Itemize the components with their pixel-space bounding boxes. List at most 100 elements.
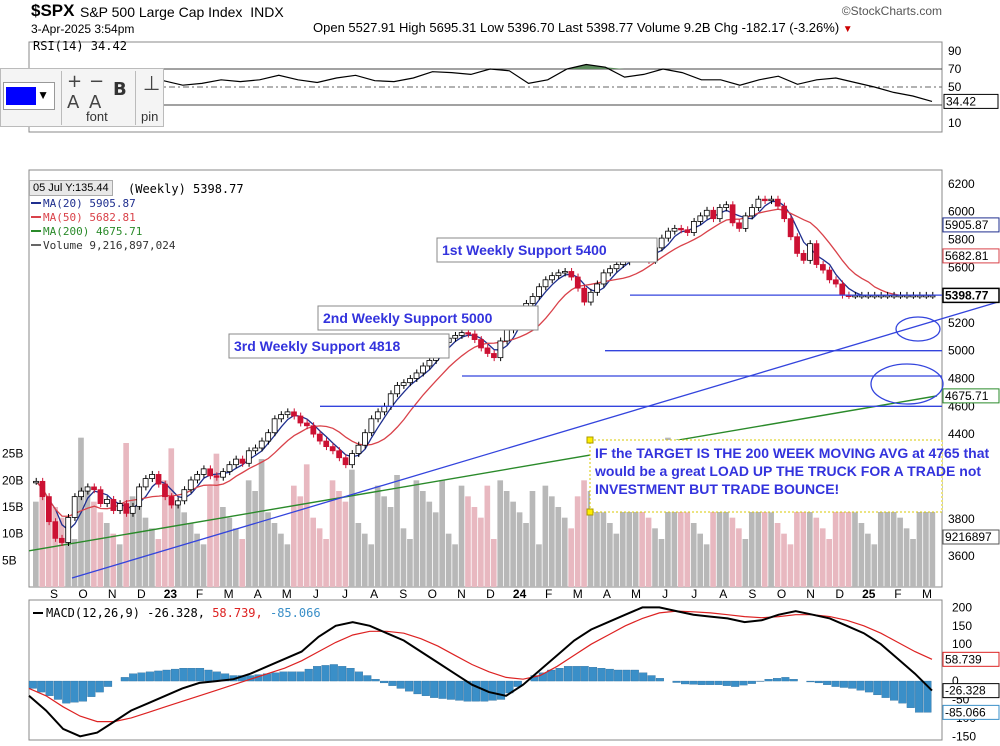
- x-axis-label: A: [254, 587, 262, 601]
- volume-bar: [387, 507, 394, 587]
- macd-histogram-bar: [288, 671, 297, 682]
- macd-histogram-bar: [438, 680, 447, 699]
- toolbar-divider: [61, 71, 62, 125]
- x-axis-label: J: [691, 587, 697, 601]
- price-candle: [749, 207, 755, 217]
- volume-bar: [897, 517, 903, 587]
- volume-bar: [452, 544, 458, 587]
- macd-histogram-bar: [380, 680, 389, 684]
- volume-bar: [794, 485, 800, 587]
- down-triangle-icon: ▼: [842, 24, 853, 35]
- x-axis-label: N: [108, 587, 117, 601]
- volume-bar: [497, 480, 504, 587]
- price-value-label: 4675.71: [945, 389, 989, 403]
- price-candle: [65, 517, 72, 543]
- volume-bar: [71, 539, 78, 587]
- volume-bar: [658, 539, 665, 587]
- macd-histogram-bar: [296, 671, 305, 682]
- macd-value-label: 58.739: [945, 652, 982, 666]
- x-axis-label: A: [603, 587, 611, 601]
- price-candle: [58, 537, 65, 543]
- x-axis-label: S: [748, 587, 756, 601]
- macd-histogram-bar: [873, 680, 882, 696]
- volume-bar: [774, 523, 781, 587]
- rsi-tick-label: 70: [948, 62, 962, 76]
- price-candle: [497, 340, 504, 359]
- x-axis-label: F: [196, 587, 203, 601]
- price-candle: [736, 222, 742, 229]
- volume-bar: [684, 512, 691, 587]
- macd-histogram-bar: [212, 671, 221, 682]
- macd-histogram-bar: [555, 668, 564, 682]
- x-axis-label: O: [78, 587, 87, 601]
- macd-histogram-bar: [538, 672, 547, 682]
- price-candle: [574, 276, 581, 289]
- macd-histogram-bar: [329, 664, 338, 682]
- price-candle: [381, 405, 388, 413]
- macd-histogram-bar: [179, 668, 188, 682]
- macd-title-part: -85.066: [270, 606, 321, 620]
- macd-value-label: -26.328: [945, 684, 986, 698]
- macd-histogram-bar: [371, 679, 380, 682]
- price-candle: [839, 283, 846, 296]
- price-candle: [226, 464, 233, 473]
- price-candle: [691, 221, 697, 233]
- font-decrease-icon[interactable]: − A: [89, 71, 105, 113]
- support-annotation: 1st Weekly Support 5400: [442, 242, 607, 258]
- volume-bar: [336, 491, 342, 587]
- volume-bar: [929, 501, 936, 587]
- macd-value-box: [942, 651, 1000, 667]
- price-candle: [613, 264, 620, 270]
- price-tick-label: 5800: [948, 233, 975, 247]
- price-candle: [452, 335, 459, 339]
- font-label: font: [86, 109, 108, 124]
- price-candle: [529, 296, 536, 304]
- color-picker[interactable]: ▼: [3, 82, 55, 110]
- x-axis-label: 24: [513, 587, 527, 601]
- price-candle: [316, 433, 323, 442]
- volume-bar: [432, 512, 439, 587]
- price-candle: [207, 468, 213, 477]
- volume-bar: [284, 544, 291, 587]
- price-candle: [562, 271, 568, 274]
- macd-histogram-bar: [497, 680, 506, 700]
- volume-bar: [162, 480, 168, 587]
- price-tick-label: 3800: [948, 512, 975, 526]
- price-candle: [484, 347, 491, 354]
- volume-bar: [729, 517, 736, 587]
- datetime-label: 3-Apr-2025 3:54pm: [31, 22, 135, 36]
- bold-icon[interactable]: B: [113, 79, 127, 100]
- rsi-line: [28, 63, 933, 102]
- price-candle: [123, 503, 130, 514]
- volume-bar: [516, 512, 523, 587]
- support-annotation: 3rd Weekly Support 4818: [234, 338, 400, 354]
- x-axis-label: O: [777, 587, 786, 601]
- volume-bar: [755, 448, 762, 587]
- macd-histogram-bar: [354, 671, 363, 682]
- price-title: (Weekly) 5398.77: [128, 182, 244, 196]
- volume-bar: [426, 501, 433, 587]
- price-candle: [581, 287, 588, 303]
- price-tick-label: 5600: [948, 260, 975, 274]
- x-axis-label: M: [922, 587, 932, 601]
- volume-bar: [316, 528, 323, 587]
- volume-bar: [445, 533, 452, 587]
- volume-bar: [232, 528, 239, 587]
- target-annotation: IF the TARGET IS THE 200 WEEK MOVING AVG…: [595, 445, 989, 461]
- macd-title-part: MACD(12,26,9): [46, 606, 147, 620]
- volume-bar: [484, 485, 491, 587]
- macd-histogram-bar: [898, 680, 907, 704]
- font-increase-icon[interactable]: + A: [67, 71, 83, 113]
- volume-bar: [258, 459, 265, 587]
- pin-icon[interactable]: ⊥: [143, 71, 161, 95]
- macd-histogram-bar: [79, 680, 88, 702]
- macd-histogram-bar: [204, 669, 213, 682]
- volume-bar: [413, 480, 420, 587]
- macd-histogram-bar: [739, 680, 748, 686]
- macd-tick-label: 200: [952, 600, 972, 614]
- macd-histogram-bar: [338, 666, 347, 682]
- macd-histogram-bar: [589, 667, 598, 682]
- price-tick-label: 5200: [948, 316, 975, 330]
- price-candle: [162, 483, 168, 498]
